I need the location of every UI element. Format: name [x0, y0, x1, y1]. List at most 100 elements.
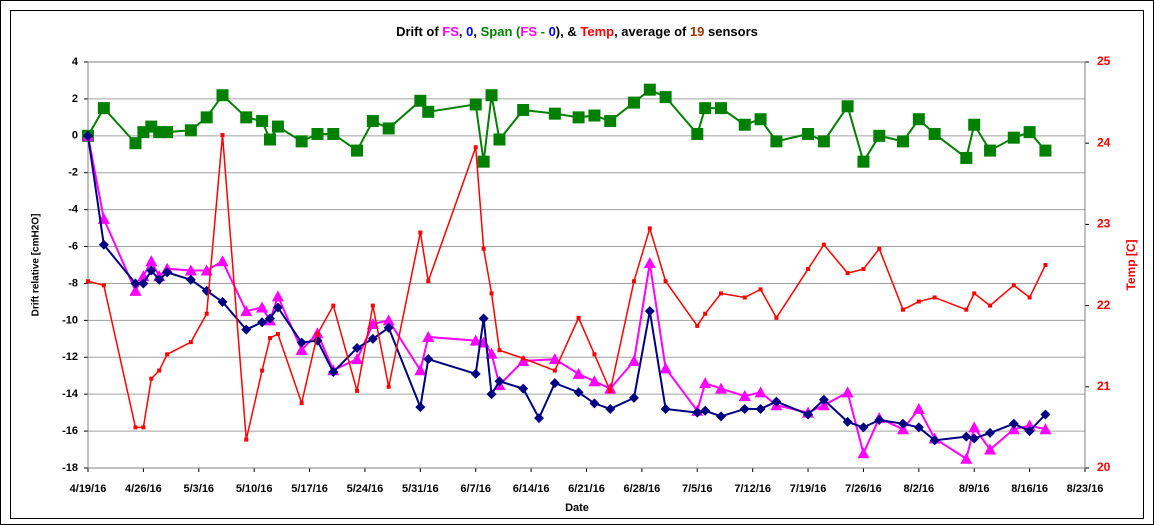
data-point	[588, 109, 601, 122]
data-point	[315, 332, 320, 337]
data-point	[644, 306, 655, 317]
data-point	[821, 242, 826, 247]
data-point	[83, 130, 93, 141]
data-point	[715, 382, 728, 394]
data-point	[366, 318, 379, 330]
data-point	[216, 89, 229, 102]
title-part: FS	[520, 24, 537, 39]
data-point	[1043, 263, 1048, 267]
data-point	[1023, 126, 1036, 139]
y-tick-label: -6	[68, 240, 78, 252]
data-point	[984, 443, 997, 455]
title-part: Temp	[580, 24, 614, 39]
title-part: , average of	[614, 24, 690, 39]
data-point	[573, 387, 584, 398]
data-point	[494, 376, 505, 387]
data-point	[271, 290, 284, 302]
data-point	[691, 127, 704, 140]
data-point	[817, 399, 830, 411]
data-point	[802, 127, 815, 140]
x-tick-label: 7/12/16	[734, 483, 771, 495]
data-point	[695, 323, 700, 328]
data-point	[165, 352, 170, 357]
data-point	[960, 151, 973, 164]
data-point	[898, 418, 909, 429]
data-point	[370, 303, 375, 308]
data-point	[548, 107, 561, 120]
data-point	[771, 396, 782, 407]
data-point	[1008, 418, 1019, 429]
data-point	[960, 452, 973, 464]
data-point	[692, 407, 703, 418]
data-point	[857, 155, 870, 168]
data-point	[272, 302, 283, 313]
x-tick-label: 4/26/16	[125, 483, 162, 495]
data-point	[244, 437, 249, 442]
data-point	[517, 103, 530, 116]
data-point	[184, 264, 197, 276]
y-tick-label: -16	[62, 425, 78, 437]
data-point	[486, 389, 497, 400]
title-part: -	[537, 24, 549, 39]
x-tick-label: 5/10/16	[236, 483, 273, 495]
data-point	[877, 246, 882, 251]
title-part: Drift of	[396, 24, 442, 39]
data-point	[628, 392, 639, 403]
data-point	[1024, 426, 1035, 437]
data-point	[549, 378, 560, 389]
data-point	[256, 301, 269, 313]
data-point	[271, 120, 284, 133]
x-tick-label: 6/7/16	[460, 483, 491, 495]
title-part: sensors	[704, 24, 757, 39]
y-tick-label: -12	[62, 351, 78, 363]
data-point	[972, 291, 977, 296]
y2-tick-label: 25	[1097, 54, 1111, 68]
x-tick-label: 6/28/16	[624, 483, 661, 495]
data-point	[572, 367, 585, 379]
data-point	[968, 118, 981, 131]
data-point	[572, 111, 585, 124]
data-point	[1039, 423, 1052, 435]
data-point	[240, 305, 253, 317]
data-point	[841, 386, 854, 398]
x-tick-label: 5/17/16	[291, 483, 328, 495]
data-point	[220, 133, 225, 138]
data-point	[608, 388, 613, 393]
plot-border	[87, 61, 1086, 469]
x-tick-label: 8/23/16	[1067, 483, 1104, 495]
x-tick-label: 4/19/16	[70, 483, 107, 495]
data-point	[576, 315, 581, 320]
data-point	[299, 401, 304, 406]
data-point	[477, 155, 490, 168]
data-point	[216, 255, 229, 267]
data-point	[267, 336, 272, 341]
data-point	[382, 314, 395, 326]
data-point	[422, 330, 435, 342]
data-point	[481, 246, 486, 251]
data-point	[716, 411, 727, 422]
data-point	[470, 368, 481, 379]
x-tick-label: 7/5/16	[682, 483, 713, 495]
data-point	[86, 279, 90, 284]
data-point	[217, 296, 228, 307]
data-point	[263, 133, 276, 146]
data-point	[366, 115, 379, 128]
data-point	[806, 267, 811, 272]
data-point	[497, 348, 502, 353]
title-part: 19	[690, 24, 704, 39]
data-point	[873, 129, 886, 142]
data-point	[770, 135, 783, 148]
data-point	[589, 398, 600, 409]
x-axis-label: Date	[565, 502, 589, 514]
data-point	[518, 383, 529, 394]
data-point	[101, 283, 106, 288]
data-point	[469, 98, 482, 111]
data-point	[489, 291, 494, 296]
data-point	[964, 307, 969, 312]
data-point	[154, 274, 165, 285]
data-point	[627, 96, 640, 109]
data-point	[257, 317, 268, 328]
data-point	[754, 113, 767, 126]
chart-title: Drift of FS, 0, Span (FS - 0), & Temp, a…	[396, 24, 758, 39]
